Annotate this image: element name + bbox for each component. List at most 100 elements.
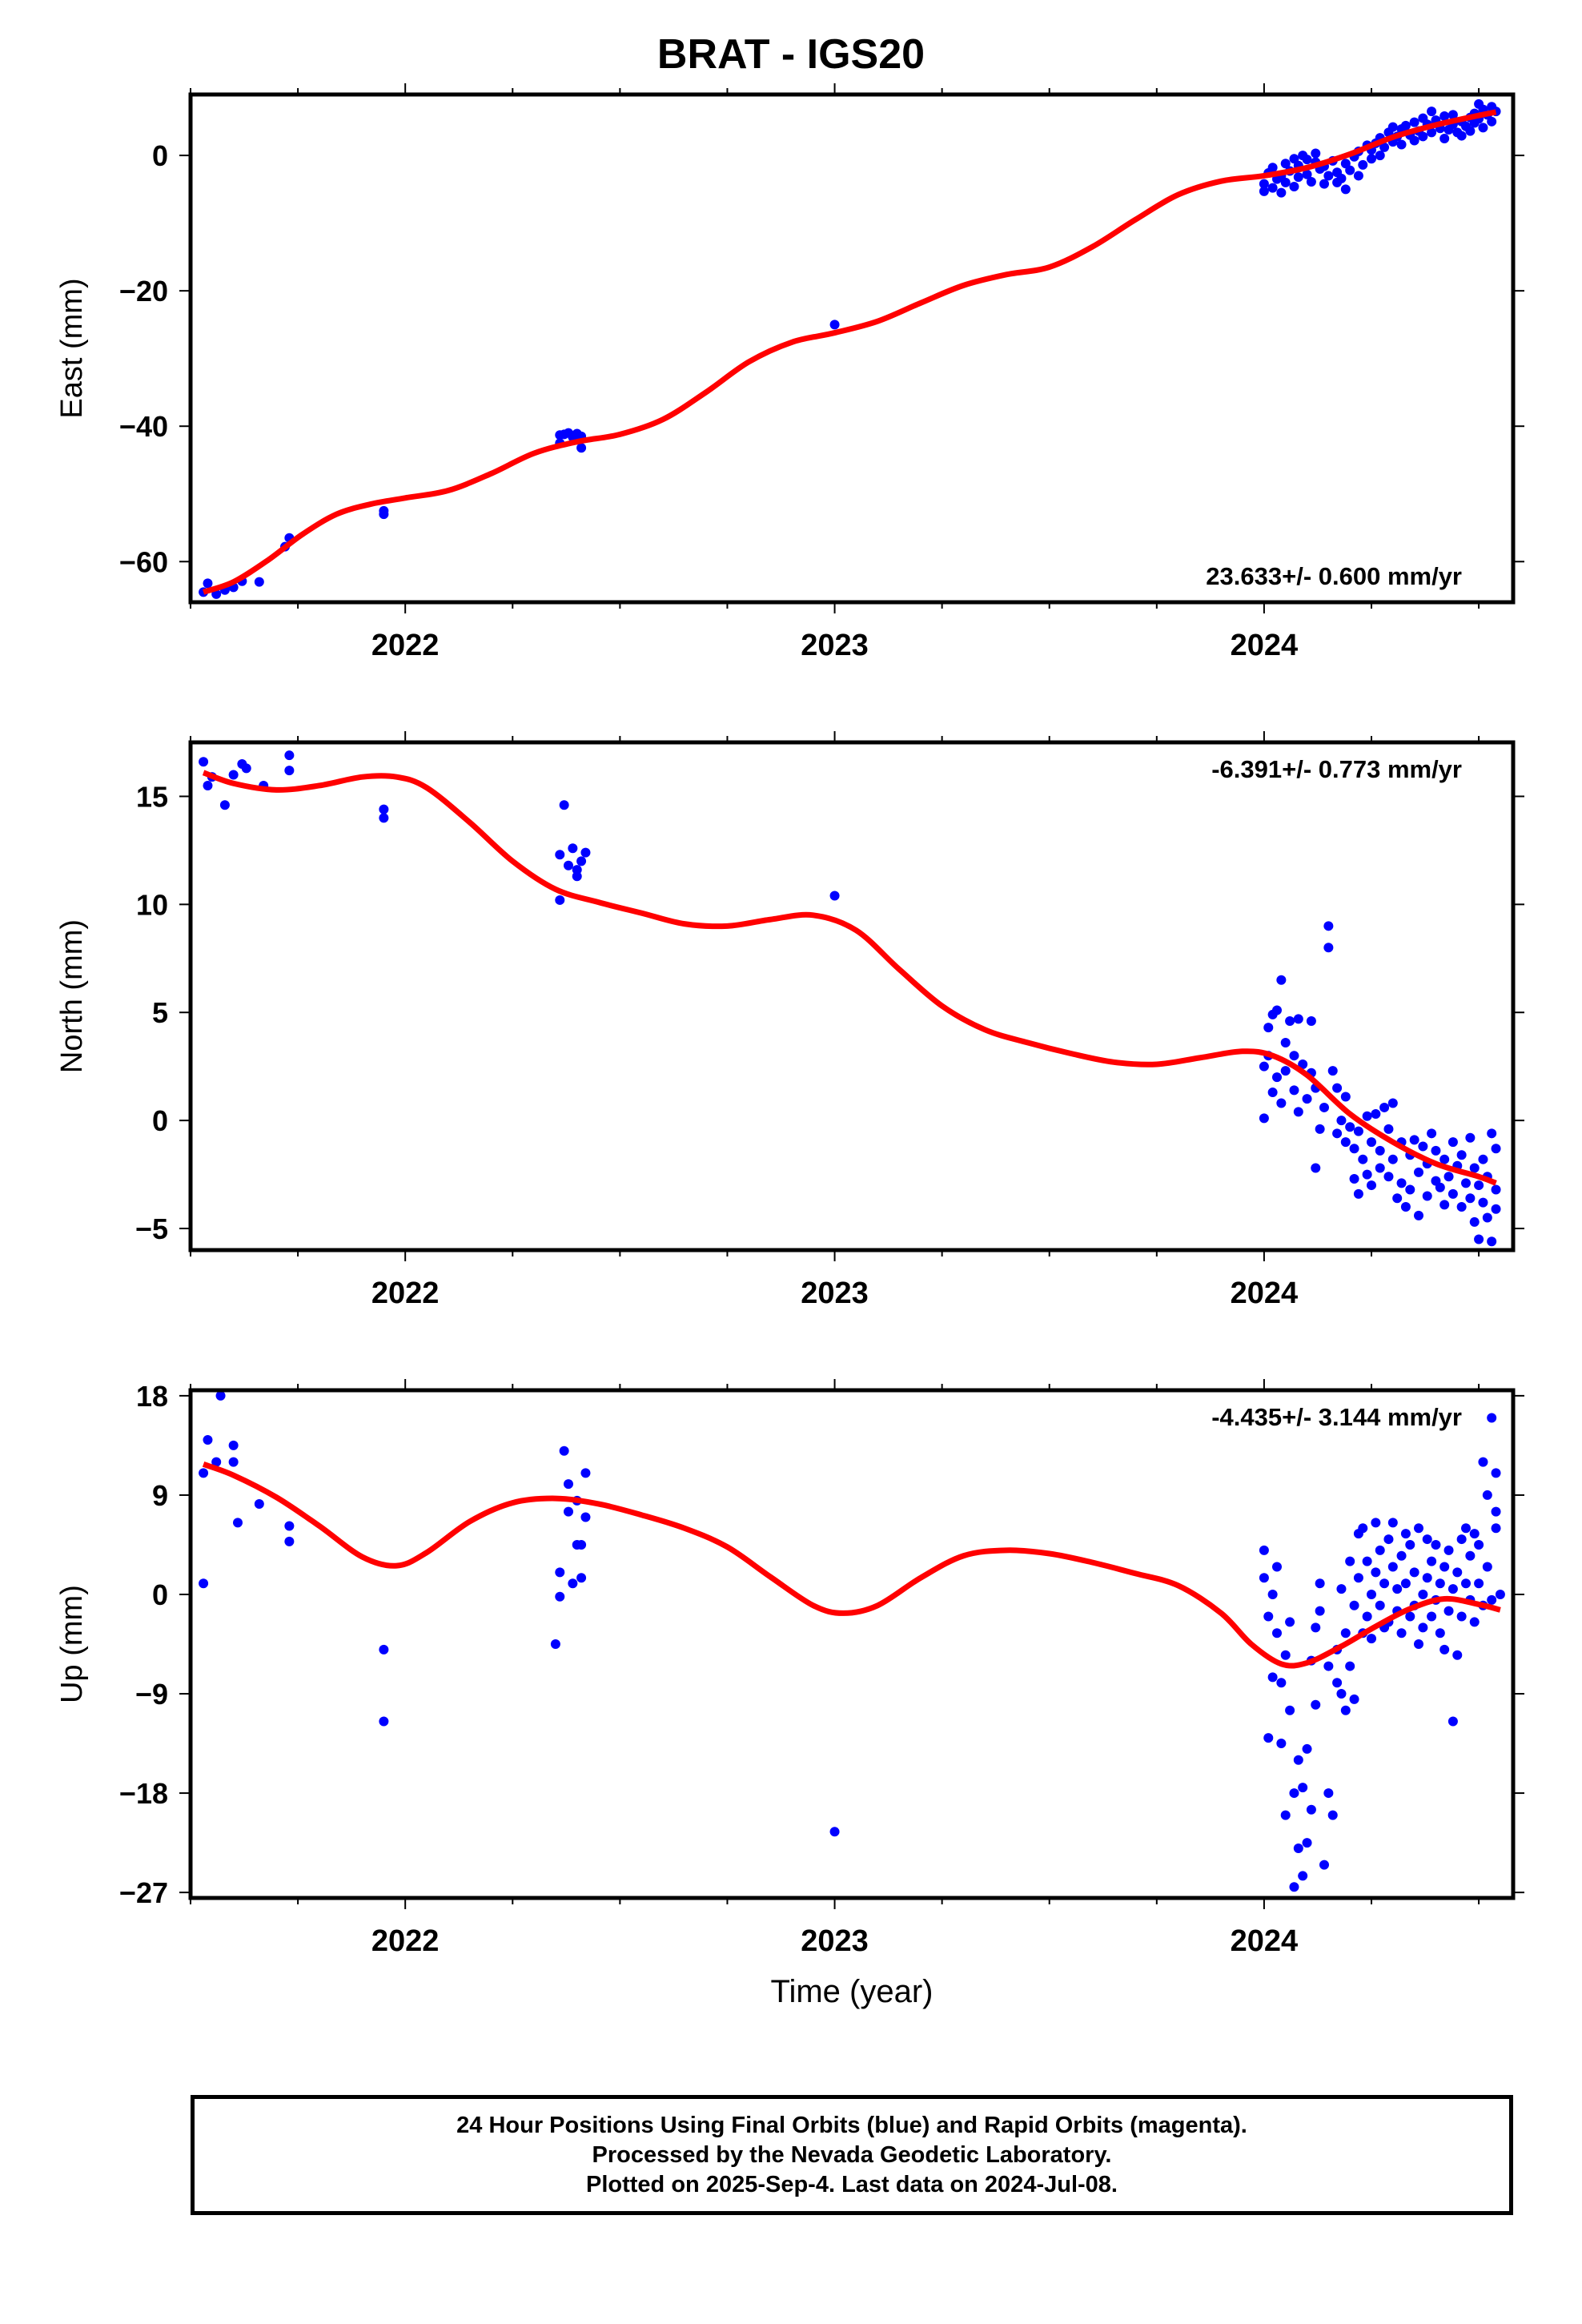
data-point [1491, 1523, 1501, 1534]
data-point [1456, 1534, 1467, 1545]
y-tick-label: 0 [152, 1104, 168, 1137]
data-point [1371, 1567, 1381, 1578]
data-point [1272, 1562, 1282, 1572]
data-point [379, 505, 389, 516]
data-point [1474, 1539, 1484, 1550]
data-point [203, 578, 213, 589]
data-point [580, 847, 591, 858]
data-point [576, 856, 587, 866]
fit-line [202, 109, 1497, 595]
data-point [1400, 120, 1411, 131]
data-point [203, 1435, 213, 1445]
data-point [1443, 1606, 1454, 1616]
data-point [829, 1827, 840, 1837]
data-point [1392, 1193, 1403, 1204]
data-point [1478, 1197, 1488, 1208]
footer-line-processed: Processed by the Nevada Geodetic Laborat… [592, 2141, 1112, 2168]
data-point [1405, 1539, 1415, 1550]
data-point [1371, 1518, 1381, 1528]
data-point [1267, 183, 1278, 193]
rate-label: -4.435+/- 3.144 mm/yr [1211, 1403, 1462, 1431]
x-tick-label: 2022 [371, 629, 440, 662]
fit-line [202, 770, 1497, 1186]
data-point [1456, 1202, 1467, 1212]
data-point [1340, 1705, 1351, 1715]
data-point [1267, 1589, 1278, 1599]
fit-line [202, 1462, 1501, 1669]
data-point [1396, 1178, 1407, 1188]
data-point [1289, 1051, 1299, 1061]
data-point [1332, 1128, 1343, 1139]
data-point [580, 1468, 591, 1478]
y-tick-label: 0 [152, 1578, 168, 1611]
data-point [1367, 1634, 1376, 1644]
y-tick-label: −27 [119, 1876, 168, 1909]
data-point [199, 1468, 209, 1478]
data-point [1396, 1628, 1407, 1638]
data-point [1340, 1628, 1351, 1638]
data-point [564, 860, 573, 870]
data-point [1383, 1172, 1394, 1182]
x-tick-label: 2024 [1231, 1277, 1299, 1310]
data-point [1263, 1611, 1274, 1622]
data-point [1280, 1066, 1291, 1076]
x-tick-label: 2023 [801, 1277, 869, 1310]
data-point [1349, 1144, 1359, 1154]
data-point [1387, 1154, 1398, 1164]
data-point [1418, 1622, 1428, 1633]
data-point [1447, 1716, 1458, 1727]
data-point [199, 757, 209, 767]
data-point [1478, 123, 1488, 133]
data-point [1487, 1236, 1497, 1247]
data-point [1456, 131, 1467, 141]
data-point [550, 1639, 560, 1649]
data-point [1315, 1606, 1325, 1616]
footer-line-orbits: 24 Hour Positions Using Final Orbits (bl… [456, 2112, 1247, 2138]
data-point [1469, 1216, 1480, 1227]
data-point [1427, 107, 1437, 117]
data-point [1311, 148, 1321, 159]
data-point [1302, 155, 1312, 165]
data-point [1427, 1128, 1437, 1139]
data-point [1353, 171, 1363, 181]
data-point [1431, 1145, 1441, 1156]
data-point [1465, 1193, 1476, 1204]
data-point [559, 1445, 569, 1456]
data-point [1285, 1016, 1295, 1027]
data-point [219, 800, 230, 810]
data-point [1336, 173, 1347, 183]
y-tick-label: 18 [136, 1380, 168, 1413]
data-point [1418, 1141, 1428, 1152]
data-point [576, 1539, 587, 1550]
data-point [284, 766, 295, 776]
data-point [1311, 1163, 1321, 1173]
data-point [1332, 1678, 1343, 1688]
y-tick-label: 15 [136, 780, 168, 813]
data-point [1345, 1661, 1355, 1671]
data-point [1332, 1083, 1343, 1093]
data-point [1400, 1202, 1411, 1212]
data-point [379, 804, 389, 814]
data-point [1323, 1788, 1334, 1799]
data-point [1323, 171, 1334, 181]
data-point [1387, 1098, 1398, 1108]
data-point [199, 1578, 209, 1589]
data-point [1427, 127, 1437, 138]
data-point [1336, 1584, 1347, 1594]
data-point [1482, 1562, 1492, 1572]
data-point [1340, 1092, 1351, 1102]
data-point [1379, 1102, 1390, 1112]
data-point [1396, 139, 1407, 150]
data-point [1293, 1843, 1303, 1853]
data-point [1427, 1611, 1437, 1622]
x-tick-label: 2023 [801, 1924, 869, 1958]
data-point [1482, 1490, 1492, 1500]
data-point [1409, 117, 1419, 127]
data-point [215, 1390, 226, 1401]
data-point [1336, 1116, 1347, 1126]
data-point [1461, 1178, 1471, 1188]
data-point [1345, 1556, 1355, 1566]
data-point [1280, 1038, 1291, 1048]
x-tick-label: 2023 [801, 629, 869, 662]
data-point [1409, 135, 1419, 146]
